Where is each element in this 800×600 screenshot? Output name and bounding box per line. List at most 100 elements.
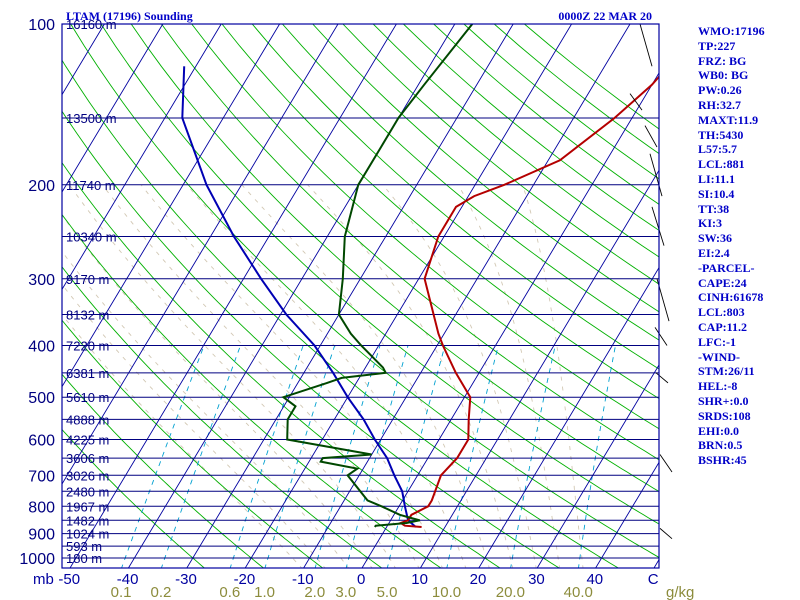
moist-adiabat-line	[62, 214, 373, 568]
mixing-ratio-line	[229, 345, 304, 568]
index-item: CINH:61678	[698, 290, 764, 305]
index-item: RH:32.7	[698, 97, 741, 112]
index-item: FRZ: BG	[698, 53, 747, 68]
mixing-ratio-tick-labels: 0.1 0.2 0.6 1.0 2.0 3.0 5.0 10.0 20.0 40.0	[111, 584, 593, 600]
index-item: EHI:0.0	[698, 423, 740, 438]
isotherm-line	[0, 24, 46, 569]
moist-adiabat-line	[140, 184, 443, 568]
isotherm-line	[419, 169, 659, 568]
wind-barb	[651, 206, 665, 246]
height-label: 13500 m	[66, 111, 117, 126]
wind-barb	[639, 23, 653, 67]
height-label: 593 m	[66, 539, 102, 554]
height-label: 16160 m	[66, 17, 117, 32]
index-item: BSHR:45	[698, 453, 747, 468]
height-label: 2480 m	[66, 484, 109, 499]
height-label: 4225 m	[66, 433, 109, 448]
mixing-ratio-tick-label: 0.2	[151, 584, 172, 600]
height-label: 6381 m	[66, 366, 109, 381]
isotherm-line	[303, 24, 631, 568]
isotherm-line	[244, 24, 572, 568]
index-item: LCL:881	[698, 157, 745, 172]
moist-adiabat-line	[186, 184, 467, 568]
pressure-tick-label: 300	[28, 272, 55, 289]
index-item: MAXT:11.9	[698, 112, 759, 127]
index-item: WMO:17196	[698, 24, 765, 38]
dry-adiabat-line	[62, 373, 265, 568]
temperature-tick-label: -50	[58, 571, 80, 588]
isotherm-line	[62, 24, 164, 193]
pressure-tick-label: 200	[28, 178, 55, 195]
wind-barb	[655, 372, 669, 384]
index-item: EI:2.4	[698, 245, 730, 260]
temperature-trace	[398, 75, 659, 528]
moist-adiabat-line	[382, 184, 537, 568]
height-label: 1482 m	[66, 513, 109, 528]
moist-adiabat-line	[457, 184, 561, 568]
wind-barb	[629, 93, 643, 111]
index-item: SW:36	[698, 231, 733, 246]
sounding-time: 0000Z 22 MAR 20	[558, 9, 652, 23]
pressure-tick-label: 700	[28, 468, 55, 485]
temperature-tick-label: 10	[411, 571, 428, 588]
index-item: WB0: BG	[698, 68, 749, 83]
isotherms	[0, 24, 659, 569]
wind-barb	[659, 454, 673, 473]
temperature-tick-label: 40	[586, 571, 603, 588]
index-item: BRN:0.5	[698, 438, 743, 453]
dry-adiabat-line	[372, 24, 659, 258]
height-label: 180 m	[66, 551, 102, 566]
index-item: LFC:-1	[698, 334, 736, 349]
mixing-ratio-line	[345, 345, 409, 568]
chart-title: LTAM (17196) Sounding	[66, 9, 193, 23]
temperature-tick-label: -40	[117, 571, 139, 588]
isotherm-line	[62, 24, 280, 388]
height-label: 11740 m	[66, 178, 116, 193]
dry-adiabat-line	[161, 24, 659, 461]
temperature-tick-label: 30	[528, 571, 545, 588]
temperature-tick-labels: -50 -40 -30 -20 -10 0 10 20 30 40 C	[58, 571, 658, 588]
temperature-tick-label: 20	[470, 571, 487, 588]
dry-adiabat-line	[62, 319, 324, 568]
index-item: HEL:-8	[698, 379, 738, 394]
mixing-ratio-line	[446, 345, 499, 568]
mixing-ratio-lines	[121, 345, 616, 568]
moist-adiabat-line	[62, 250, 350, 568]
pressure-tick-labels: 100 200 300 400 500 600 700 800 900 1000	[19, 17, 55, 568]
dry-adiabat-line	[312, 24, 659, 313]
height-label: 8132 m	[66, 308, 109, 323]
mixing-ratio-tick-label: 3.0	[335, 584, 356, 600]
wind-barb	[649, 153, 663, 197]
pressure-tick-label: 900	[28, 527, 55, 544]
index-item: L57:5.7	[698, 142, 737, 157]
dry-adiabat-line	[191, 24, 659, 430]
dry-adiabat-line	[221, 24, 659, 400]
isotherm-line	[127, 24, 456, 568]
height-label: 1967 m	[66, 499, 109, 514]
mixing-ratio-tick-label: 0.1	[111, 584, 132, 600]
isotherm-line	[186, 24, 514, 568]
index-item: LCL:803	[698, 305, 745, 320]
pressure-tick-label: 400	[28, 339, 55, 356]
mixing-ratio-line	[121, 345, 205, 568]
index-item: LI:11.1	[698, 171, 736, 186]
height-label: 5610 m	[66, 390, 109, 405]
height-label: 1024 m	[66, 527, 109, 542]
height-label: 9170 m	[66, 272, 109, 287]
wind-barb	[654, 327, 668, 346]
height-labels: 16160 m 13500 m 11740 m 10340 m 9170 m 8132 m…	[66, 17, 117, 566]
index-item: CAP:11.2	[698, 319, 747, 334]
temperature-tick-label: C	[648, 571, 659, 588]
moist-adiabat-line	[69, 184, 397, 568]
x-axis-unit: mb	[33, 571, 54, 588]
height-label: 4888 m	[66, 412, 109, 427]
dry-adiabat-line	[62, 161, 501, 568]
index-item: PW:0.26	[698, 83, 742, 98]
isotherm-line	[595, 461, 659, 568]
index-item: SI:10.4	[698, 186, 735, 201]
mixing-ratio-tick-label: 2.0	[304, 584, 325, 600]
temperature-tick-label: -20	[234, 571, 256, 588]
dry-adiabat-line	[251, 24, 659, 370]
isotherm-line	[361, 72, 659, 568]
